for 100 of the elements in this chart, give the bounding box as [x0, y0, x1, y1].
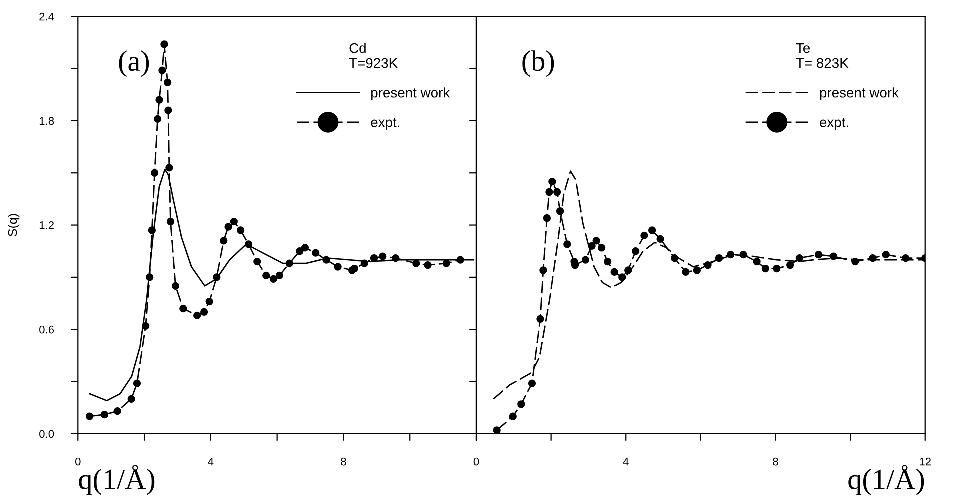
point [194, 312, 202, 320]
point [546, 188, 554, 196]
point [86, 412, 94, 420]
x-tick-label: 0 [75, 458, 81, 466]
y-tick-label: 0.6 [40, 326, 54, 334]
x-tick-label: 8 [773, 458, 778, 466]
legend-label: expt. [820, 118, 848, 130]
point [753, 258, 761, 266]
point [286, 260, 294, 268]
point [412, 260, 420, 268]
point [322, 256, 330, 264]
point [493, 426, 501, 434]
legend-title: Te T= 823K [796, 44, 849, 68]
x-tick-label: 4 [623, 458, 629, 466]
point [509, 412, 517, 420]
point [156, 96, 164, 104]
x-tick-label: 12 [920, 458, 931, 466]
point [370, 254, 378, 262]
y-tick-label: 2.4 [40, 12, 54, 21]
point [262, 272, 270, 280]
point [598, 244, 606, 252]
point [618, 274, 626, 282]
point [556, 208, 564, 216]
point [902, 254, 910, 262]
point [604, 258, 612, 266]
x-tick-label: 0 [474, 458, 480, 466]
point [312, 249, 320, 257]
x-axis-title: q(1/Å) [848, 465, 924, 496]
point [773, 264, 781, 273]
y-tick-label: 1.8 [40, 117, 54, 126]
annotation: (b) [522, 50, 554, 78]
point [528, 380, 536, 388]
point [656, 235, 664, 244]
point [548, 178, 556, 186]
point [160, 40, 168, 48]
point [379, 252, 387, 260]
point [224, 223, 232, 231]
point [456, 256, 464, 264]
y-axis-title: S(q) [8, 214, 20, 237]
point [151, 169, 159, 177]
point [869, 254, 877, 262]
point [164, 106, 172, 114]
point [588, 242, 596, 250]
point [133, 380, 142, 388]
point [543, 214, 552, 222]
point [424, 261, 432, 270]
point [270, 275, 278, 284]
point [100, 410, 109, 419]
point [154, 115, 162, 124]
point [632, 248, 640, 256]
point [244, 240, 253, 248]
point [610, 268, 618, 276]
point [553, 188, 562, 196]
point [882, 251, 890, 259]
x-tick-label: 8 [341, 458, 346, 466]
point [582, 256, 590, 264]
point [276, 272, 284, 280]
point [213, 274, 221, 282]
point [128, 395, 136, 403]
point [682, 268, 690, 276]
y-tick-label: 0.0 [40, 430, 54, 438]
point [852, 258, 860, 266]
legend-label: expt. [371, 118, 400, 130]
point [301, 244, 310, 252]
point [180, 304, 188, 313]
point [236, 226, 245, 234]
point [392, 254, 400, 262]
point [164, 78, 172, 87]
point [206, 298, 214, 306]
point [296, 248, 304, 256]
legend-label: present work [372, 88, 450, 101]
point [230, 218, 238, 226]
point [830, 252, 838, 260]
point [727, 251, 735, 259]
point [148, 226, 156, 234]
annotation: (a) [119, 50, 150, 78]
point [166, 164, 174, 172]
point [704, 261, 712, 270]
point [200, 308, 208, 316]
point [254, 258, 262, 266]
point [158, 66, 166, 74]
point [518, 400, 526, 408]
x-tick-label: 4 [208, 458, 214, 466]
y-tick-label: 1.2 [40, 222, 54, 230]
point [762, 264, 770, 273]
point [564, 240, 572, 248]
point [796, 254, 804, 262]
point [360, 260, 368, 268]
point [146, 274, 154, 282]
point [814, 251, 823, 259]
legend-label: present work [820, 88, 899, 101]
point [592, 237, 600, 245]
legend-title: Cd T=923K [349, 43, 398, 68]
point [220, 237, 228, 245]
point [715, 254, 724, 262]
point [166, 218, 175, 226]
point [693, 266, 702, 274]
point [740, 251, 748, 259]
point [624, 266, 632, 274]
point [142, 322, 150, 330]
